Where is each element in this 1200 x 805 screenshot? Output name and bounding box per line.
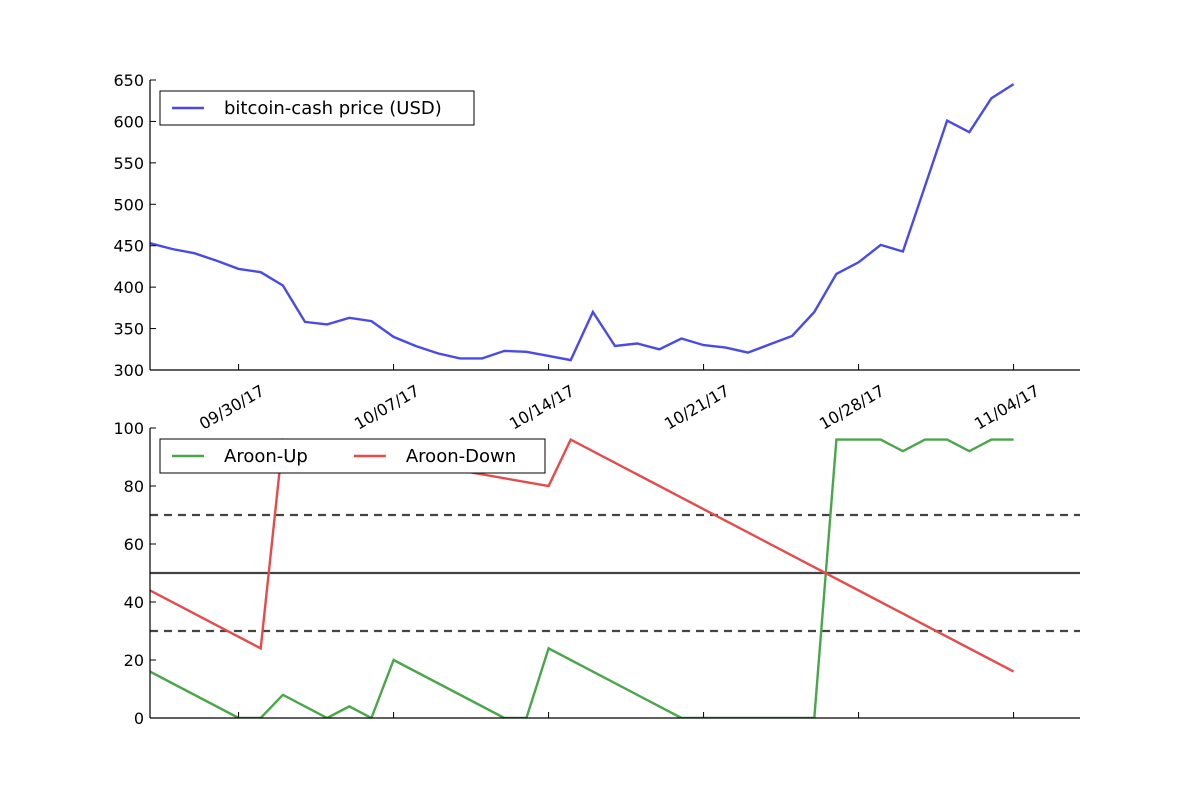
series-line-bitcoin-cash-price-usd xyxy=(150,83,1015,362)
y-tick-label: 80 xyxy=(124,477,144,496)
legend: Aroon-Up Aroon-Down xyxy=(159,438,546,474)
legend-box xyxy=(159,90,475,126)
panel-price: 300 350 400 450 500 550 600 650 09/30/17 10/07/17… xyxy=(113,71,1080,433)
series-line-aroon-up xyxy=(150,438,1014,718)
y-tick-label: 0 xyxy=(134,709,144,728)
series-line-aroon-down xyxy=(150,437,1015,673)
y-tick-label: 40 xyxy=(124,593,144,612)
y-tick-label: 100 xyxy=(113,419,144,438)
y-tick-label: 20 xyxy=(124,651,144,670)
y-tick-label: 350 xyxy=(113,320,144,339)
y-tick-label: 650 xyxy=(113,71,144,90)
y-tick-label: 60 xyxy=(124,535,144,554)
x-tick-label: 10/07/17 xyxy=(351,381,423,433)
y-tick-label: 300 xyxy=(113,361,144,380)
y-tick-label: 600 xyxy=(113,112,144,131)
x-tick-label: 11/04/17 xyxy=(971,381,1043,433)
x-tick-label: 10/14/17 xyxy=(506,381,578,433)
y-tick-label: 400 xyxy=(113,278,144,297)
y-tick-label: 450 xyxy=(113,237,144,256)
legend-label: Aroon-Down xyxy=(406,446,516,467)
y-tick-label: 550 xyxy=(113,154,144,173)
x-tick-label: 10/28/17 xyxy=(816,381,888,433)
legend: bitcoin-cash price (USD) xyxy=(159,90,475,126)
x-tick-label: 10/21/17 xyxy=(661,381,733,433)
panel-aroon: 0 20 40 60 80 100 Aroon-Up Aroon-Down xyxy=(113,419,1080,728)
y-tick-label: 500 xyxy=(113,195,144,214)
x-tick-label: 09/30/17 xyxy=(196,381,268,433)
legend-label: Aroon-Up xyxy=(224,446,308,467)
legend-box xyxy=(159,438,546,474)
legend-label: bitcoin-cash price (USD) xyxy=(224,98,442,119)
